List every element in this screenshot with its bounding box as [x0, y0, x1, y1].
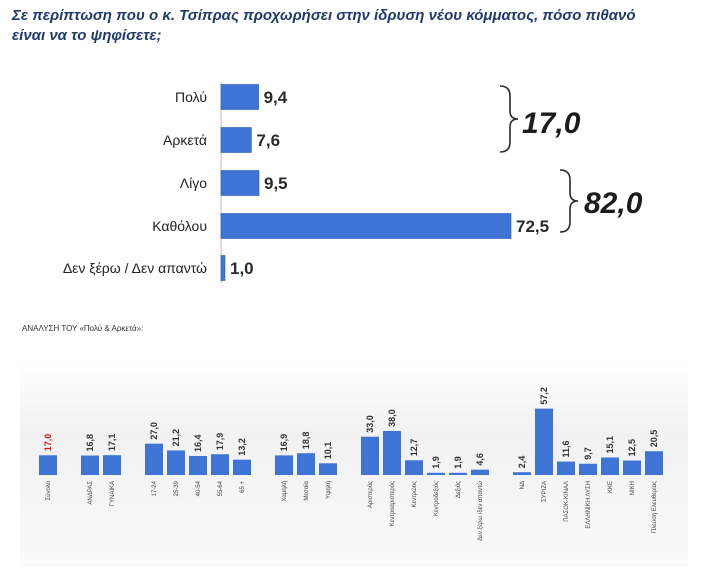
breakdown-value-label: 17,0 — [43, 434, 53, 452]
breakdown-category-label: Αριστερός — [367, 481, 374, 508]
question-title: Σε περίπτωση που ο κ. Τσίπρας προχωρήσει… — [12, 6, 692, 46]
breakdown-bar — [233, 459, 251, 475]
breakdown-value-label: 18,8 — [301, 432, 311, 450]
breakdown-bar — [405, 460, 423, 475]
breakdown-bar — [427, 472, 445, 475]
main-bar — [220, 255, 226, 281]
breakdown-bar — [601, 457, 619, 475]
question-line-1: Σε περίπτωση που ο κ. Τσίπρας προχωρήσει… — [12, 7, 636, 24]
breakdown-bar — [211, 454, 229, 475]
main-category-label: Καθόλου — [152, 218, 207, 234]
breakdown-value-label: 17,9 — [215, 433, 225, 451]
breakdown-value-label: 1,9 — [453, 456, 463, 469]
main-value-label: 9,4 — [264, 88, 288, 107]
breakdown-bar — [471, 469, 489, 475]
main-bar — [220, 127, 252, 153]
breakdown-category-label: 25-39 — [174, 480, 180, 496]
breakdown-value-label: 20,5 — [649, 430, 659, 448]
breakdown-category-label: Υψηλή — [325, 481, 332, 499]
main-bar — [220, 170, 260, 196]
breakdown-value-label: 13,2 — [237, 438, 247, 456]
group-total-label: 82,0 — [584, 187, 643, 220]
breakdown-bar — [189, 455, 207, 475]
main-category-label: Δεν ξέρω / Δεν απαντώ — [63, 260, 207, 276]
breakdown-category-label: ΝΔ — [520, 481, 526, 489]
breakdown-value-label: 9,7 — [583, 447, 593, 460]
breakdown-value-label: 15,1 — [605, 436, 615, 454]
breakdown-category-label: ΕΛΛΗΝΙΚΗ ΛΥΣΗ — [586, 481, 592, 529]
breakdown-value-label: 16,9 — [279, 434, 289, 452]
main-category-label: Αρκετά — [163, 132, 207, 148]
breakdown-category-label: 55-64 — [218, 480, 224, 496]
breakdown-panel — [20, 362, 688, 567]
breakdown-bar — [39, 455, 57, 475]
breakdown-value-label: 16,8 — [85, 434, 95, 452]
breakdown-category-label: ΚΚΕ — [608, 481, 614, 493]
breakdown-bar — [297, 453, 315, 475]
breakdown-bar — [103, 455, 121, 475]
breakdown-category-label: Δεν ξέρω /δεν απαντώ — [477, 481, 484, 541]
breakdown-value-label: 11,6 — [561, 441, 571, 458]
breakdown-value-label: 10,1 — [323, 442, 333, 460]
main-category-label: Λίγο — [180, 175, 207, 191]
breakdown-value-label: 16,4 — [193, 434, 203, 452]
group-total-label: 17,0 — [522, 107, 581, 140]
breakdown-bar — [513, 472, 531, 475]
breakdown-bar — [535, 408, 553, 475]
main-bar — [220, 213, 512, 239]
breakdown-category-label: 17-24 — [152, 480, 158, 496]
breakdown-bar — [145, 443, 163, 475]
breakdown-value-label: 17,1 — [107, 434, 117, 452]
breakdown-category-label: ΝΙΚΗ — [630, 481, 636, 495]
breakdown-title: ΑΝΑΛΥΣΗ ΤΟΥ «Πολύ & Αρκετά»: — [22, 324, 143, 333]
breakdown-category-label: ΑΝΔΡΑΣ — [88, 481, 94, 505]
breakdown-category-label: Κεντροαριστερός — [389, 481, 396, 527]
main-category-label: Πολύ — [175, 89, 207, 105]
breakdown-bar — [383, 430, 401, 475]
main-value-label: 9,5 — [264, 174, 288, 193]
breakdown-category-label: Δεξιός — [455, 481, 462, 498]
breakdown-bar — [623, 460, 641, 475]
breakdown-bar — [361, 436, 379, 475]
breakdown-category-label: Μεσαία — [304, 480, 310, 500]
brace-top-two — [499, 85, 519, 153]
breakdown-value-label: 12,5 — [627, 439, 637, 457]
breakdown-category-label: Πλεύση Ελευθερίας — [652, 481, 658, 533]
breakdown-category-label: Κεντρώος — [412, 481, 418, 507]
breakdown-category-label: ΠΑΣΟΚ-ΚΙΝΑΛ — [564, 481, 570, 522]
breakdown-value-label: 4,6 — [475, 453, 485, 466]
breakdown-bar — [449, 472, 467, 475]
main-value-label: 1,0 — [230, 259, 254, 278]
main-value-label: 72,5 — [516, 217, 549, 236]
breakdown-value-label: 12,7 — [409, 439, 419, 457]
breakdown-value-label: 33,0 — [365, 415, 375, 433]
breakdown-bar — [645, 451, 663, 475]
breakdown-value-label: 21,2 — [171, 429, 181, 447]
breakdown-category-label: Κεντροδεξιός — [433, 481, 440, 516]
breakdown-value-label: 27,0 — [149, 422, 159, 440]
breakdown-bar — [81, 455, 99, 475]
question-line-2: είναι να το ψηφίσετε; — [12, 27, 162, 44]
breakdown-category-label: Σύνολο — [46, 480, 52, 500]
breakdown-bar — [557, 461, 575, 475]
main-value-label: 7,6 — [256, 131, 280, 150]
breakdown-bar — [167, 450, 185, 475]
breakdown-category-label: 40-54 — [196, 480, 202, 496]
breakdown-category-label: ΓΥΝΑΙΚΑ — [110, 481, 116, 506]
breakdown-value-label: 1,9 — [431, 456, 441, 469]
breakdown-bar — [319, 463, 337, 475]
breakdown-category-label: Χαμηλή — [281, 481, 288, 502]
breakdown-value-label: 38,0 — [387, 409, 397, 427]
main-bar — [220, 84, 259, 110]
breakdown-category-label: ΣΥΡΙΖΑ — [542, 481, 548, 502]
breakdown-value-label: 57,2 — [539, 387, 549, 405]
breakdown-category-label: 65 + — [240, 481, 246, 493]
breakdown-bar — [579, 463, 597, 475]
brace-bottom-two — [559, 169, 579, 233]
breakdown-value-label: 2,4 — [517, 456, 527, 469]
breakdown-bar — [275, 455, 293, 475]
